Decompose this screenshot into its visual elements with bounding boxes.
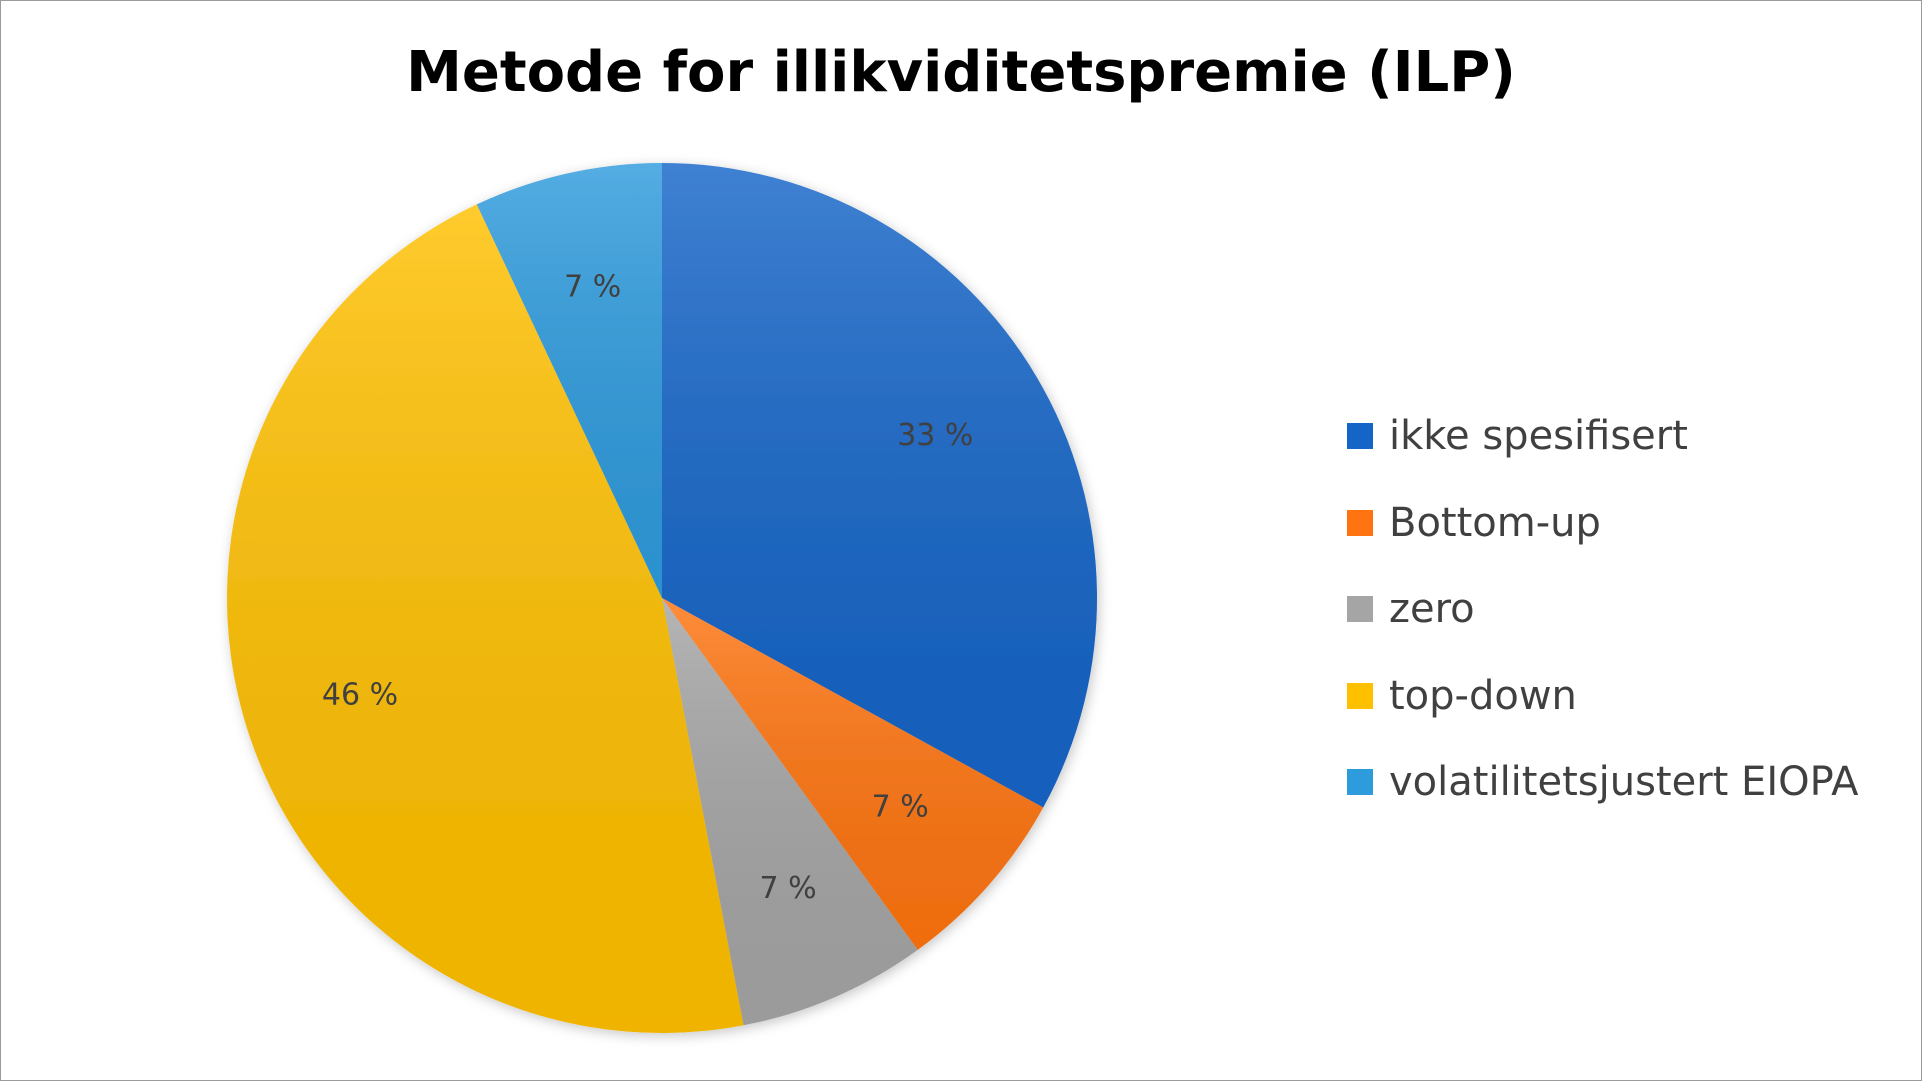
- pie-slice-shading: [662, 163, 1097, 808]
- data-label-top-down: 46 %: [322, 678, 398, 713]
- pie-slice-shading: [662, 598, 918, 1026]
- legend-swatch: [1347, 596, 1373, 623]
- legend-label: volatilitetsjustert EIOPA: [1389, 759, 1859, 806]
- legend-label: Bottom-up: [1389, 499, 1601, 546]
- legend-item-ikke-spesifisert: ikke spesifisert: [1347, 393, 1907, 480]
- legend-item-top-down: top-down: [1347, 653, 1907, 740]
- data-label-ikke-spesifisert: 33 %: [897, 418, 973, 453]
- legend-swatch: [1347, 682, 1373, 709]
- legend-label: top-down: [1389, 672, 1577, 719]
- pie-slice-shading: [662, 598, 1044, 950]
- legend-item-bottom-up: Bottom-up: [1347, 480, 1907, 567]
- legend-label: zero: [1389, 586, 1475, 633]
- legend-swatch: [1347, 769, 1373, 796]
- pie-slice-shading: [227, 204, 744, 1033]
- legend-label: ikke spesifisert: [1389, 413, 1688, 460]
- legend: ikke spesifisert Bottom-up zero top-down vol…: [1347, 393, 1907, 826]
- data-label-volatilitetsjustert-eiopa: 7 %: [564, 270, 621, 305]
- pie-slice-shading: [476, 163, 662, 598]
- data-label-bottom-up: 7 %: [872, 790, 929, 825]
- data-label-zero: 7 %: [760, 871, 817, 906]
- legend-swatch: [1347, 423, 1373, 450]
- legend-item-volatilitetsjustert-eiopa: volatilitetsjustert EIOPA: [1347, 739, 1907, 826]
- legend-swatch: [1347, 509, 1373, 536]
- legend-item-zero: zero: [1347, 566, 1907, 653]
- chart-title: Metode for illikviditetspremie (ILP): [406, 40, 1516, 105]
